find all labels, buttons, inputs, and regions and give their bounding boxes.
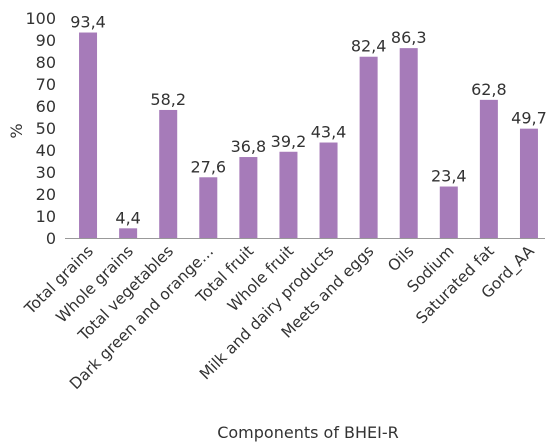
bar: [519, 128, 538, 238]
y-tick-label: 100: [25, 9, 56, 28]
bar: [319, 142, 338, 238]
data-label: 36,8: [231, 137, 267, 156]
y-axis-title: %: [7, 123, 26, 138]
y-tick-label: 40: [36, 141, 56, 160]
x-axis-title: Components of BHEI-R: [217, 423, 399, 442]
data-label: 58,2: [150, 90, 186, 109]
y-tick-label: 80: [36, 53, 56, 72]
y-tick-label: 60: [36, 97, 56, 116]
y-tick-label: 0: [46, 229, 56, 248]
data-label: 49,7: [511, 109, 547, 128]
data-label: 86,3: [391, 28, 427, 47]
bar: [479, 99, 498, 238]
bar: [239, 157, 258, 238]
data-label: 43,4: [311, 123, 347, 142]
bar: [159, 109, 178, 239]
data-label: 4,4: [115, 208, 140, 227]
bar: [119, 228, 138, 238]
bar: [359, 56, 378, 238]
category-label: Oils: [384, 242, 417, 275]
data-label: 82,4: [351, 37, 387, 56]
bars: [79, 32, 538, 239]
data-label: 39,2: [271, 132, 307, 151]
y-tick-label: 30: [36, 163, 56, 182]
y-tick-label: 20: [36, 185, 56, 204]
y-tick-label: 10: [36, 207, 56, 226]
data-label: 27,6: [190, 157, 226, 176]
y-tick-label: 50: [36, 119, 56, 138]
bar: [439, 186, 458, 238]
bar: [79, 32, 98, 238]
y-tick-label: 90: [36, 31, 56, 50]
data-label: 62,8: [471, 80, 507, 99]
y-axis-ticks: 0 10 20 30 40 50 60 70 80 90 100: [25, 9, 56, 248]
bar: [279, 151, 298, 238]
y-tick-label: 70: [36, 75, 56, 94]
data-label: 93,4: [70, 13, 106, 32]
bar: [199, 177, 218, 238]
bar: [399, 48, 418, 238]
data-label: 23,4: [431, 167, 467, 186]
data-labels: 93,4 4,4 58,2 27,6 36,8 39,2 43,4 82,4 86,3 23,4 6…: [70, 13, 547, 228]
